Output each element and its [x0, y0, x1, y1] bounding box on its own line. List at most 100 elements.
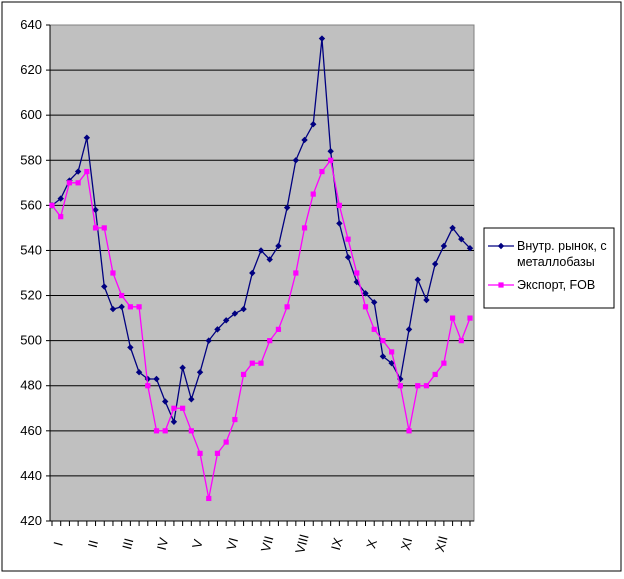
- data-point: [240, 305, 247, 313]
- y-tick-label: 420: [20, 513, 42, 528]
- data-point: [232, 416, 238, 423]
- data-point: [414, 276, 421, 283]
- data-point: [344, 254, 352, 261]
- data-point: [284, 304, 290, 310]
- x-tick-label: X: [363, 537, 380, 550]
- data-point: [293, 270, 299, 276]
- data-point: [406, 428, 412, 434]
- y-tick-label: 520: [20, 288, 42, 303]
- data-point: [170, 418, 178, 425]
- data-point: [371, 326, 377, 332]
- data-point: [75, 180, 81, 186]
- x-tick-label: VI: [223, 536, 241, 552]
- data-point: [388, 359, 395, 367]
- data-point: [441, 360, 447, 366]
- y-tick-label: 460: [20, 423, 42, 438]
- plot-area: [49, 24, 475, 522]
- data-point: [119, 292, 125, 299]
- legend-label: Экспорт, FOB: [517, 278, 595, 292]
- data-point: [310, 121, 317, 128]
- data-point: [110, 270, 116, 276]
- data-point: [188, 396, 195, 403]
- y-tick-label: 480: [20, 378, 42, 393]
- x-tick-label: VIII: [292, 532, 312, 555]
- data-point: [144, 375, 151, 383]
- legend: Внутр. рынок, с металлобазы Экспорт, FOB: [483, 227, 615, 309]
- data-point: [127, 304, 133, 310]
- x-tick-label: II: [85, 538, 101, 549]
- data-point: [153, 428, 160, 434]
- data-point: [397, 383, 403, 389]
- data-point: [266, 256, 273, 263]
- data-point: [432, 371, 438, 378]
- data-point: [440, 242, 448, 250]
- data-point: [275, 326, 282, 332]
- x-tick-label: III: [119, 537, 136, 551]
- data-point: [379, 353, 387, 360]
- data-point: [415, 383, 421, 389]
- y-tick-label: 500: [20, 333, 42, 348]
- data-point: [223, 439, 229, 445]
- data-point: [327, 148, 334, 155]
- y-tick-label: 620: [20, 62, 42, 77]
- y-tick-label: 540: [20, 242, 42, 257]
- legend-label: Внутр. рынок, с металлобазы: [517, 239, 607, 269]
- data-point: [423, 383, 430, 389]
- data-point: [345, 236, 351, 242]
- data-point: [162, 428, 168, 434]
- x-tick-label: XII: [432, 534, 451, 553]
- y-tick-label: 580: [20, 152, 42, 167]
- x-tick-label: IV: [154, 536, 172, 552]
- data-point: [231, 310, 239, 317]
- x-tick-label: XI: [398, 536, 416, 552]
- x-tick-label: I: [50, 540, 65, 547]
- data-point: [301, 225, 308, 231]
- data-point: [49, 202, 55, 208]
- data-point: [267, 338, 273, 344]
- data-point: [214, 326, 221, 333]
- data-point: [258, 360, 264, 366]
- data-point: [222, 317, 230, 324]
- data-point: [336, 220, 343, 227]
- data-point: [92, 206, 99, 214]
- data-point: [336, 202, 342, 208]
- data-point: [362, 304, 369, 310]
- data-point: [431, 260, 439, 268]
- data-point: [371, 299, 378, 306]
- data-point: [101, 283, 108, 290]
- data-point: [145, 383, 151, 389]
- data-point: [83, 134, 91, 141]
- data-point: [362, 290, 369, 297]
- data-point: [310, 191, 316, 197]
- data-point: [84, 168, 90, 175]
- x-tick-label: VII: [258, 534, 277, 553]
- data-point: [58, 214, 64, 220]
- data-point: [66, 180, 73, 186]
- data-point: [109, 305, 117, 313]
- data-point: [92, 225, 99, 231]
- data-point: [136, 304, 142, 310]
- data-point: [118, 303, 125, 311]
- data-point: [135, 369, 143, 376]
- data-point: [180, 405, 186, 411]
- legend-marker: [497, 242, 505, 250]
- data-point: [74, 168, 82, 175]
- data-point: [328, 157, 334, 163]
- data-point: [240, 371, 247, 378]
- data-point: [188, 428, 194, 434]
- data-point: [354, 270, 360, 276]
- y-tick-label: 440: [20, 468, 42, 483]
- data-point: [449, 315, 456, 321]
- data-point: [458, 235, 465, 243]
- legend-box: [483, 227, 615, 309]
- data-point: [319, 168, 325, 175]
- x-tick-label: IX: [328, 536, 346, 552]
- legend-marker: [498, 282, 504, 288]
- data-point: [380, 338, 386, 344]
- data-point: [57, 195, 64, 202]
- data-point: [257, 247, 265, 254]
- data-point: [458, 338, 464, 344]
